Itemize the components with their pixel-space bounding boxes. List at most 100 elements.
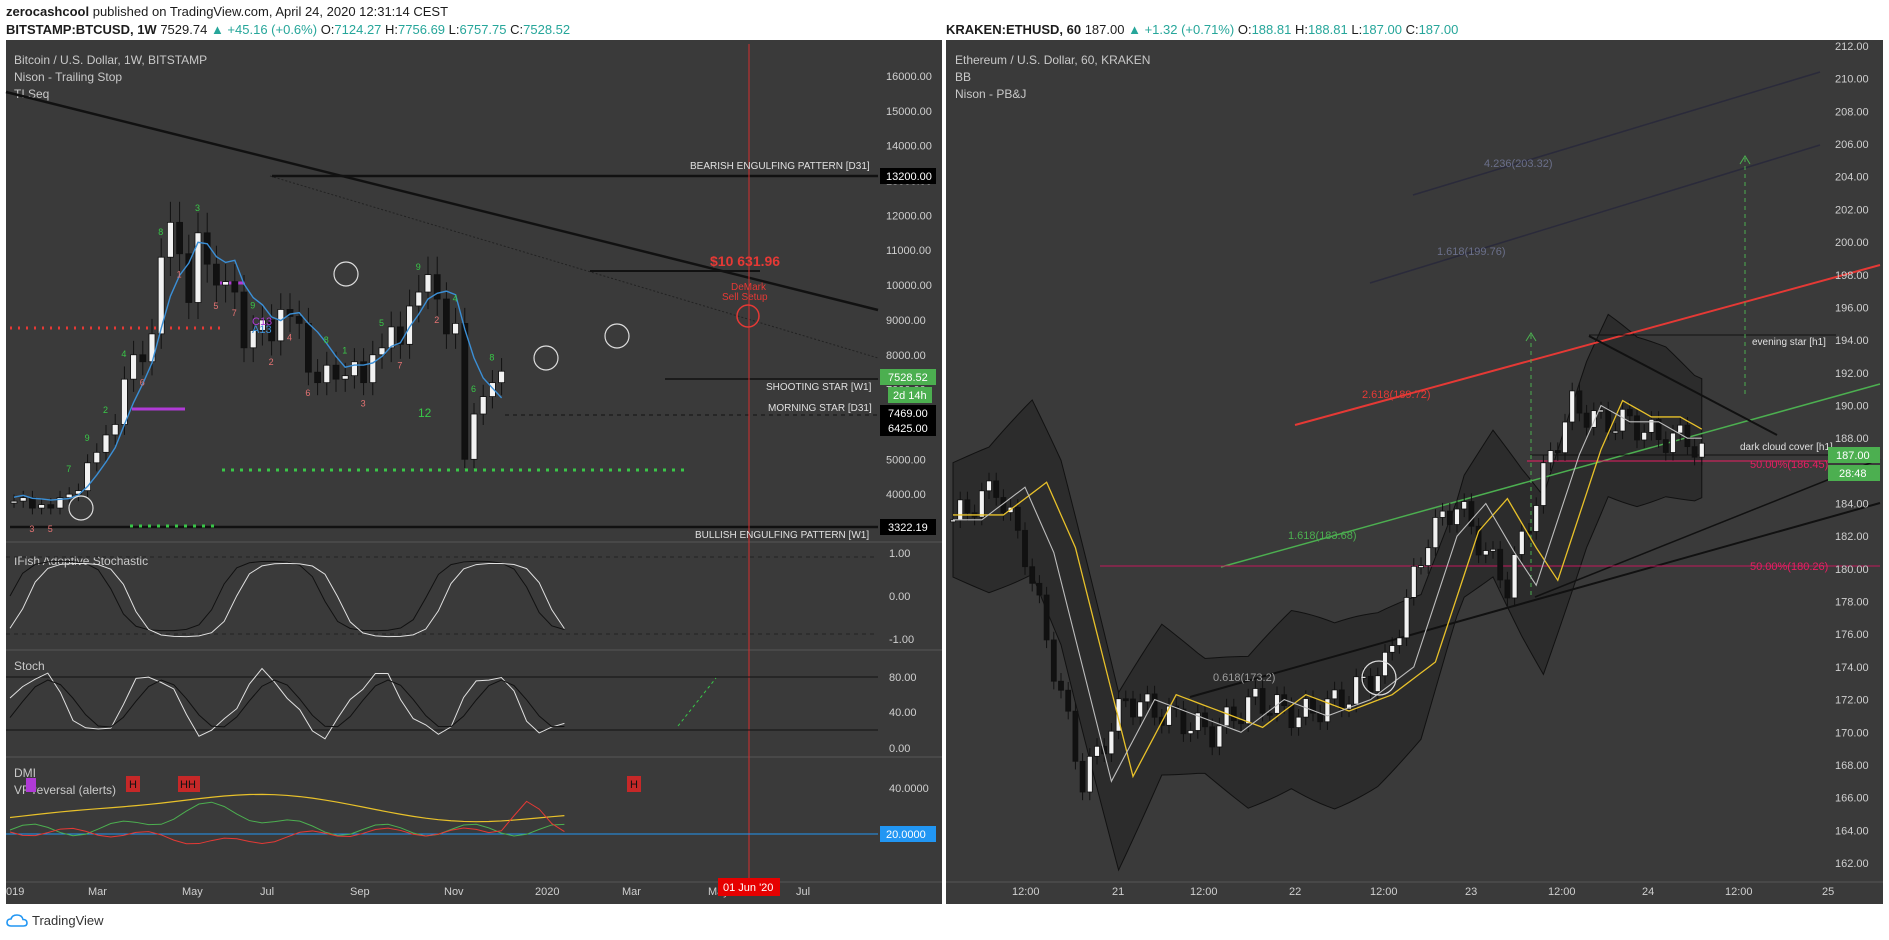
btc-badge-6425-bg	[880, 420, 936, 436]
btc-candle-body	[121, 378, 128, 425]
btc-candle-body	[240, 291, 248, 349]
eth-candle-body	[1187, 730, 1194, 735]
eth-price-tick: 194.00	[1835, 335, 1869, 347]
btc-badge-3322-bg	[880, 519, 936, 535]
eth-fib-4236-line[interactable]	[1412, 71, 1821, 196]
btc-candle-body	[304, 323, 312, 373]
eth-candle-body	[1266, 712, 1273, 716]
btc-candle-body	[442, 298, 450, 335]
btc-time-tick: 019	[6, 886, 24, 898]
btc-candle-body	[176, 221, 184, 255]
eth-candle-body	[950, 519, 956, 523]
btc-chart[interactable]: Bitcoin / U.S. Dollar, 1W, BITSTAMP Niso…	[0, 0, 1889, 910]
btc-price-tick: 11000.00	[886, 245, 931, 257]
eth-support-line-2[interactable]	[1534, 458, 1881, 598]
eth-candle-body	[1518, 530, 1525, 555]
btc-cursor-date: 01 Jun '20	[723, 882, 773, 894]
btc-price-tick: 9000.00	[886, 315, 926, 327]
eth-time-tick: 21	[1112, 886, 1124, 898]
eth-fib-4236-label: 4.236(203.32)	[1484, 158, 1553, 170]
btc-td-count: 7	[397, 360, 402, 370]
btc-badge-last: 7528.52	[888, 372, 928, 384]
eth-candle-body	[1374, 675, 1381, 692]
btc-candle-body	[84, 462, 91, 492]
eth-projection-arrow-2	[1739, 155, 1751, 165]
btc-candle-body	[203, 232, 211, 265]
eth-fib-2618-label: 2.618(189.72)	[1362, 389, 1431, 401]
btc-td-count: 1	[342, 346, 347, 356]
btc-candle-body	[433, 274, 441, 300]
eth-candle-body	[1403, 597, 1410, 639]
eth-chart-bg	[946, 40, 1883, 904]
btc-candle-body	[111, 424, 119, 436]
eth-c: 187.00	[1418, 22, 1459, 37]
btc-td-sequential: 3 5 7 9 2 4 6 8 1 3 5 7 9 2 4 6 8 1 3 5 7 9 2 4 6 8	[29, 203, 494, 534]
eth-chart[interactable]: Ethereum / U.S. Dollar, 60, KRAKEN BB Ni…	[0, 0, 1889, 910]
eth-candle-body	[1533, 505, 1540, 532]
btc-candle-body	[166, 221, 174, 258]
btc-badge-last-bg	[880, 369, 936, 385]
eth-price-tick: 192.00	[1835, 368, 1869, 380]
eth-price-tick: 210.00	[1835, 74, 1869, 86]
btc-header: BITSTAMP:BTCUSD, 1W 7529.74 ▲ +45.16 (+0…	[6, 22, 570, 37]
eth-candle-body	[1209, 726, 1216, 748]
btc-price-tick: 3000.00	[886, 524, 926, 536]
btc-indicator-2: TI Seq	[14, 87, 49, 101]
eth-candle-body	[1007, 506, 1014, 514]
btc-price-axis-bg	[878, 40, 942, 884]
eth-fib-1618-line[interactable]	[1220, 383, 1881, 568]
btc-td-count: 3	[361, 399, 366, 409]
btc-h-marker-2-bg	[178, 776, 200, 792]
eth-symbol[interactable]: KRAKEN:ETHUSD, 60	[946, 22, 1082, 37]
eth-candle-body	[986, 480, 992, 492]
btc-candle-body	[102, 434, 110, 453]
eth-fib-2618-line[interactable]	[1294, 264, 1881, 426]
eth-support-line[interactable]	[1189, 502, 1881, 698]
btc-stoch-axis-1: 80.00	[889, 672, 917, 684]
btc-morning-label: MORNING STAR [D31]	[768, 403, 872, 414]
eth-resistance-line[interactable]	[1588, 335, 1778, 436]
btc-candle-body	[350, 361, 358, 377]
btc-candle-body	[139, 354, 147, 363]
eth-candle-body	[1050, 639, 1057, 682]
eth-c-label: C:	[1405, 22, 1419, 37]
btc-demark-circle	[736, 304, 760, 328]
eth-indicator-1: BB	[955, 70, 971, 84]
btc-candle-body	[387, 326, 395, 349]
btc-candle-body	[56, 497, 64, 509]
tradingview-logo[interactable]: TradingView	[6, 913, 104, 928]
btc-candle-body	[461, 323, 469, 460]
eth-candle-body	[1425, 547, 1432, 567]
eth-time-tick: 12:00	[1190, 886, 1218, 898]
btc-candle-body	[295, 316, 303, 324]
eth-time-tick: 23	[1465, 886, 1477, 898]
eth-candle-body	[1346, 703, 1352, 710]
btc-symbol[interactable]: BITSTAMP:BTCUSD, 1W	[6, 22, 157, 37]
btc-time-tick: May	[182, 886, 203, 898]
btc-indicator-1: Nison - Trailing Stop	[14, 70, 122, 84]
eth-candle-body	[1526, 530, 1532, 534]
btc-candle-body	[258, 319, 266, 331]
eth-candle-body	[1122, 698, 1129, 702]
btc-td-count: 6	[305, 388, 310, 398]
btc-td-count: 6	[471, 384, 476, 394]
eth-candle-body	[1238, 720, 1244, 725]
btc-stoch-projection	[677, 677, 717, 727]
btc-l-label: L:	[448, 22, 460, 37]
eth-fib-1618-top-line[interactable]	[1369, 144, 1821, 284]
btc-shooting-label: SHOOTING STAR [W1]	[766, 382, 872, 393]
tradingview-label: TradingView	[32, 913, 104, 928]
eth-price-tick: 170.00	[1835, 727, 1869, 739]
btc-candle-body	[19, 497, 27, 502]
btc-h-marker-1-bg	[126, 776, 140, 792]
eth-fib-1618-label: 1.618(183.68)	[1288, 530, 1357, 542]
btc-candle-body	[75, 490, 82, 495]
eth-candle-body	[1302, 698, 1309, 718]
btc-time-tick: 2020	[535, 886, 559, 898]
btc-h: 7756.69	[398, 22, 446, 37]
author-name[interactable]: zerocashcool	[6, 4, 90, 19]
btc-trendline-main[interactable]	[5, 90, 879, 312]
btc-trendline-dotted[interactable]	[269, 175, 879, 359]
btc-td-count: 1	[177, 270, 182, 280]
eth-price-tick: 188.00	[1835, 433, 1869, 445]
